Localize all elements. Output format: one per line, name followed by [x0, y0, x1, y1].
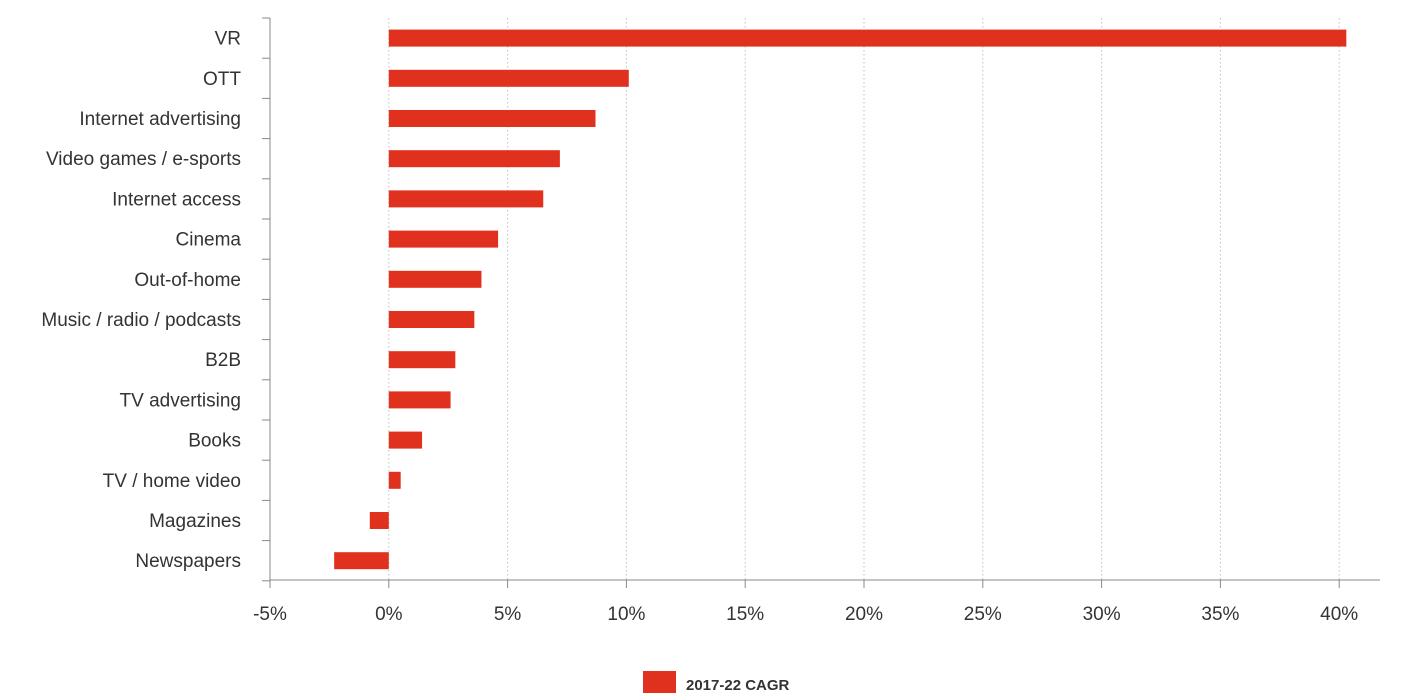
x-tick-label: 40% [1320, 604, 1358, 625]
bar-b2b [388, 351, 456, 369]
bar-cinema [388, 230, 499, 248]
category-label-magazines: Magazines [149, 511, 241, 532]
legend: 2017-22 CAGR [643, 671, 790, 694]
x-tick-label: 10% [607, 604, 645, 625]
bar-tv-advertising [388, 391, 451, 409]
bar-vr [388, 29, 1347, 47]
category-label-music-radio-podcasts: Music / radio / podcasts [41, 310, 241, 331]
category-labels: VR OTT Internet advertising Video games / e… [41, 29, 241, 573]
bars [334, 29, 1347, 570]
bar-magazines [369, 512, 389, 529]
category-label-vr: VR [215, 29, 241, 50]
bar-tv-home-video [388, 471, 401, 489]
category-label-books: Books [188, 431, 241, 452]
category-label-tv-advertising: TV advertising [120, 390, 241, 411]
axes [262, 17, 1380, 588]
category-label-video-games-e-sports: Video games / e-sports [46, 149, 241, 170]
bar-internet-advertising [388, 110, 596, 127]
x-tick-label: 15% [726, 604, 764, 625]
category-label-tv-home-video: TV / home video [103, 471, 241, 492]
category-label-out-of-home: Out-of-home [134, 270, 241, 291]
x-tick-label: -5% [253, 604, 287, 625]
x-tick-label: 30% [1083, 604, 1121, 625]
category-label-cinema: Cinema [176, 230, 242, 251]
gridlines [388, 18, 1340, 580]
category-label-newspapers: Newspapers [135, 551, 241, 572]
category-label-internet-advertising: Internet advertising [79, 109, 241, 130]
bar-video-games-e-sports [388, 150, 560, 168]
x-tick-label: 0% [375, 604, 403, 625]
category-label-ott: OTT [203, 69, 241, 90]
legend-label: 2017-22 CAGR [686, 677, 790, 694]
bar-books [388, 431, 423, 449]
bar-ott [388, 69, 629, 87]
bar-out-of-home [388, 270, 482, 288]
category-label-b2b: B2B [205, 350, 241, 371]
x-tick-label: 35% [1201, 604, 1239, 625]
x-tick-label: 20% [845, 604, 883, 625]
bar-music-radio-podcasts [388, 311, 475, 328]
x-tick-label: 25% [964, 604, 1002, 625]
legend-swatch [643, 671, 676, 693]
bar-newspapers [334, 552, 389, 570]
x-tick-label: 5% [494, 604, 522, 625]
category-label-internet-access: Internet access [112, 189, 241, 210]
tick-labels: -5% 0% 5% 10% 15% 20% 25% 30% 35% 40% [253, 604, 1358, 625]
bar-internet-access [388, 190, 544, 208]
